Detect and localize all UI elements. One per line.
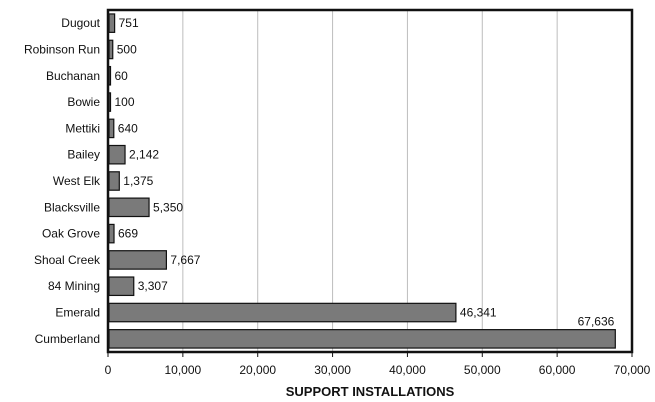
bar: [108, 302, 457, 323]
bar: [108, 223, 115, 244]
value-label: 2,142: [129, 148, 159, 162]
category-label: Dugout: [61, 16, 100, 30]
x-tick-label: 30,000: [314, 363, 351, 377]
x-tick-label: 20,000: [239, 363, 276, 377]
x-tick-label: 10,000: [165, 363, 202, 377]
x-tick-label: 40,000: [389, 363, 426, 377]
x-tick-label: 0: [105, 363, 112, 377]
category-labels: Dugout Robinson Run Buchanan Bowie Mettiki Ba…: [24, 16, 101, 346]
gridlines: [182, 10, 558, 352]
plot-frame: [106, 8, 634, 354]
bar: [108, 250, 167, 270]
category-label: Blacksville: [44, 200, 100, 214]
category-label: West Elk: [53, 174, 101, 188]
value-label: 46,341: [460, 306, 497, 320]
bar: [108, 39, 114, 60]
x-tick-label: 60,000: [539, 363, 576, 377]
category-label: Bowie: [67, 95, 100, 109]
x-axis-title: SUPPORT INSTALLATIONS: [286, 384, 455, 399]
category-label: Mettiki: [65, 121, 100, 135]
value-label: 60: [115, 69, 129, 83]
value-label: 1,375: [123, 174, 153, 188]
category-label: Emerald: [55, 306, 100, 320]
value-label: 67,636: [578, 315, 615, 329]
bar: [108, 144, 126, 165]
category-label: Shoal Creek: [34, 253, 101, 267]
bars: [108, 13, 616, 349]
value-label: 5,350: [153, 200, 183, 214]
value-label: 100: [115, 95, 135, 109]
category-label: Oak Grove: [42, 227, 100, 241]
value-label: 3,307: [138, 279, 168, 293]
x-axis-ticks: 0 10,000 20,000 30,000 40,000 50,000 60,000 70,…: [105, 352, 651, 377]
bar: [108, 13, 116, 33]
category-label: Buchanan: [46, 69, 100, 83]
category-label: Bailey: [67, 148, 100, 162]
bar: [108, 197, 150, 218]
category-label: 84 Mining: [48, 279, 100, 293]
value-label: 669: [118, 227, 138, 241]
x-tick-label: 70,000: [614, 363, 651, 377]
category-label: Cumberland: [35, 332, 100, 346]
value-label: 500: [117, 42, 137, 56]
value-label: 751: [119, 16, 139, 30]
x-tick-label: 50,000: [464, 363, 501, 377]
bar: [108, 276, 135, 297]
bar: [108, 118, 115, 139]
value-label: 640: [118, 121, 138, 135]
bar: [108, 171, 120, 191]
value-label: 7,667: [170, 253, 200, 267]
bar: [108, 329, 616, 349]
category-label: Robinson Run: [24, 42, 100, 56]
